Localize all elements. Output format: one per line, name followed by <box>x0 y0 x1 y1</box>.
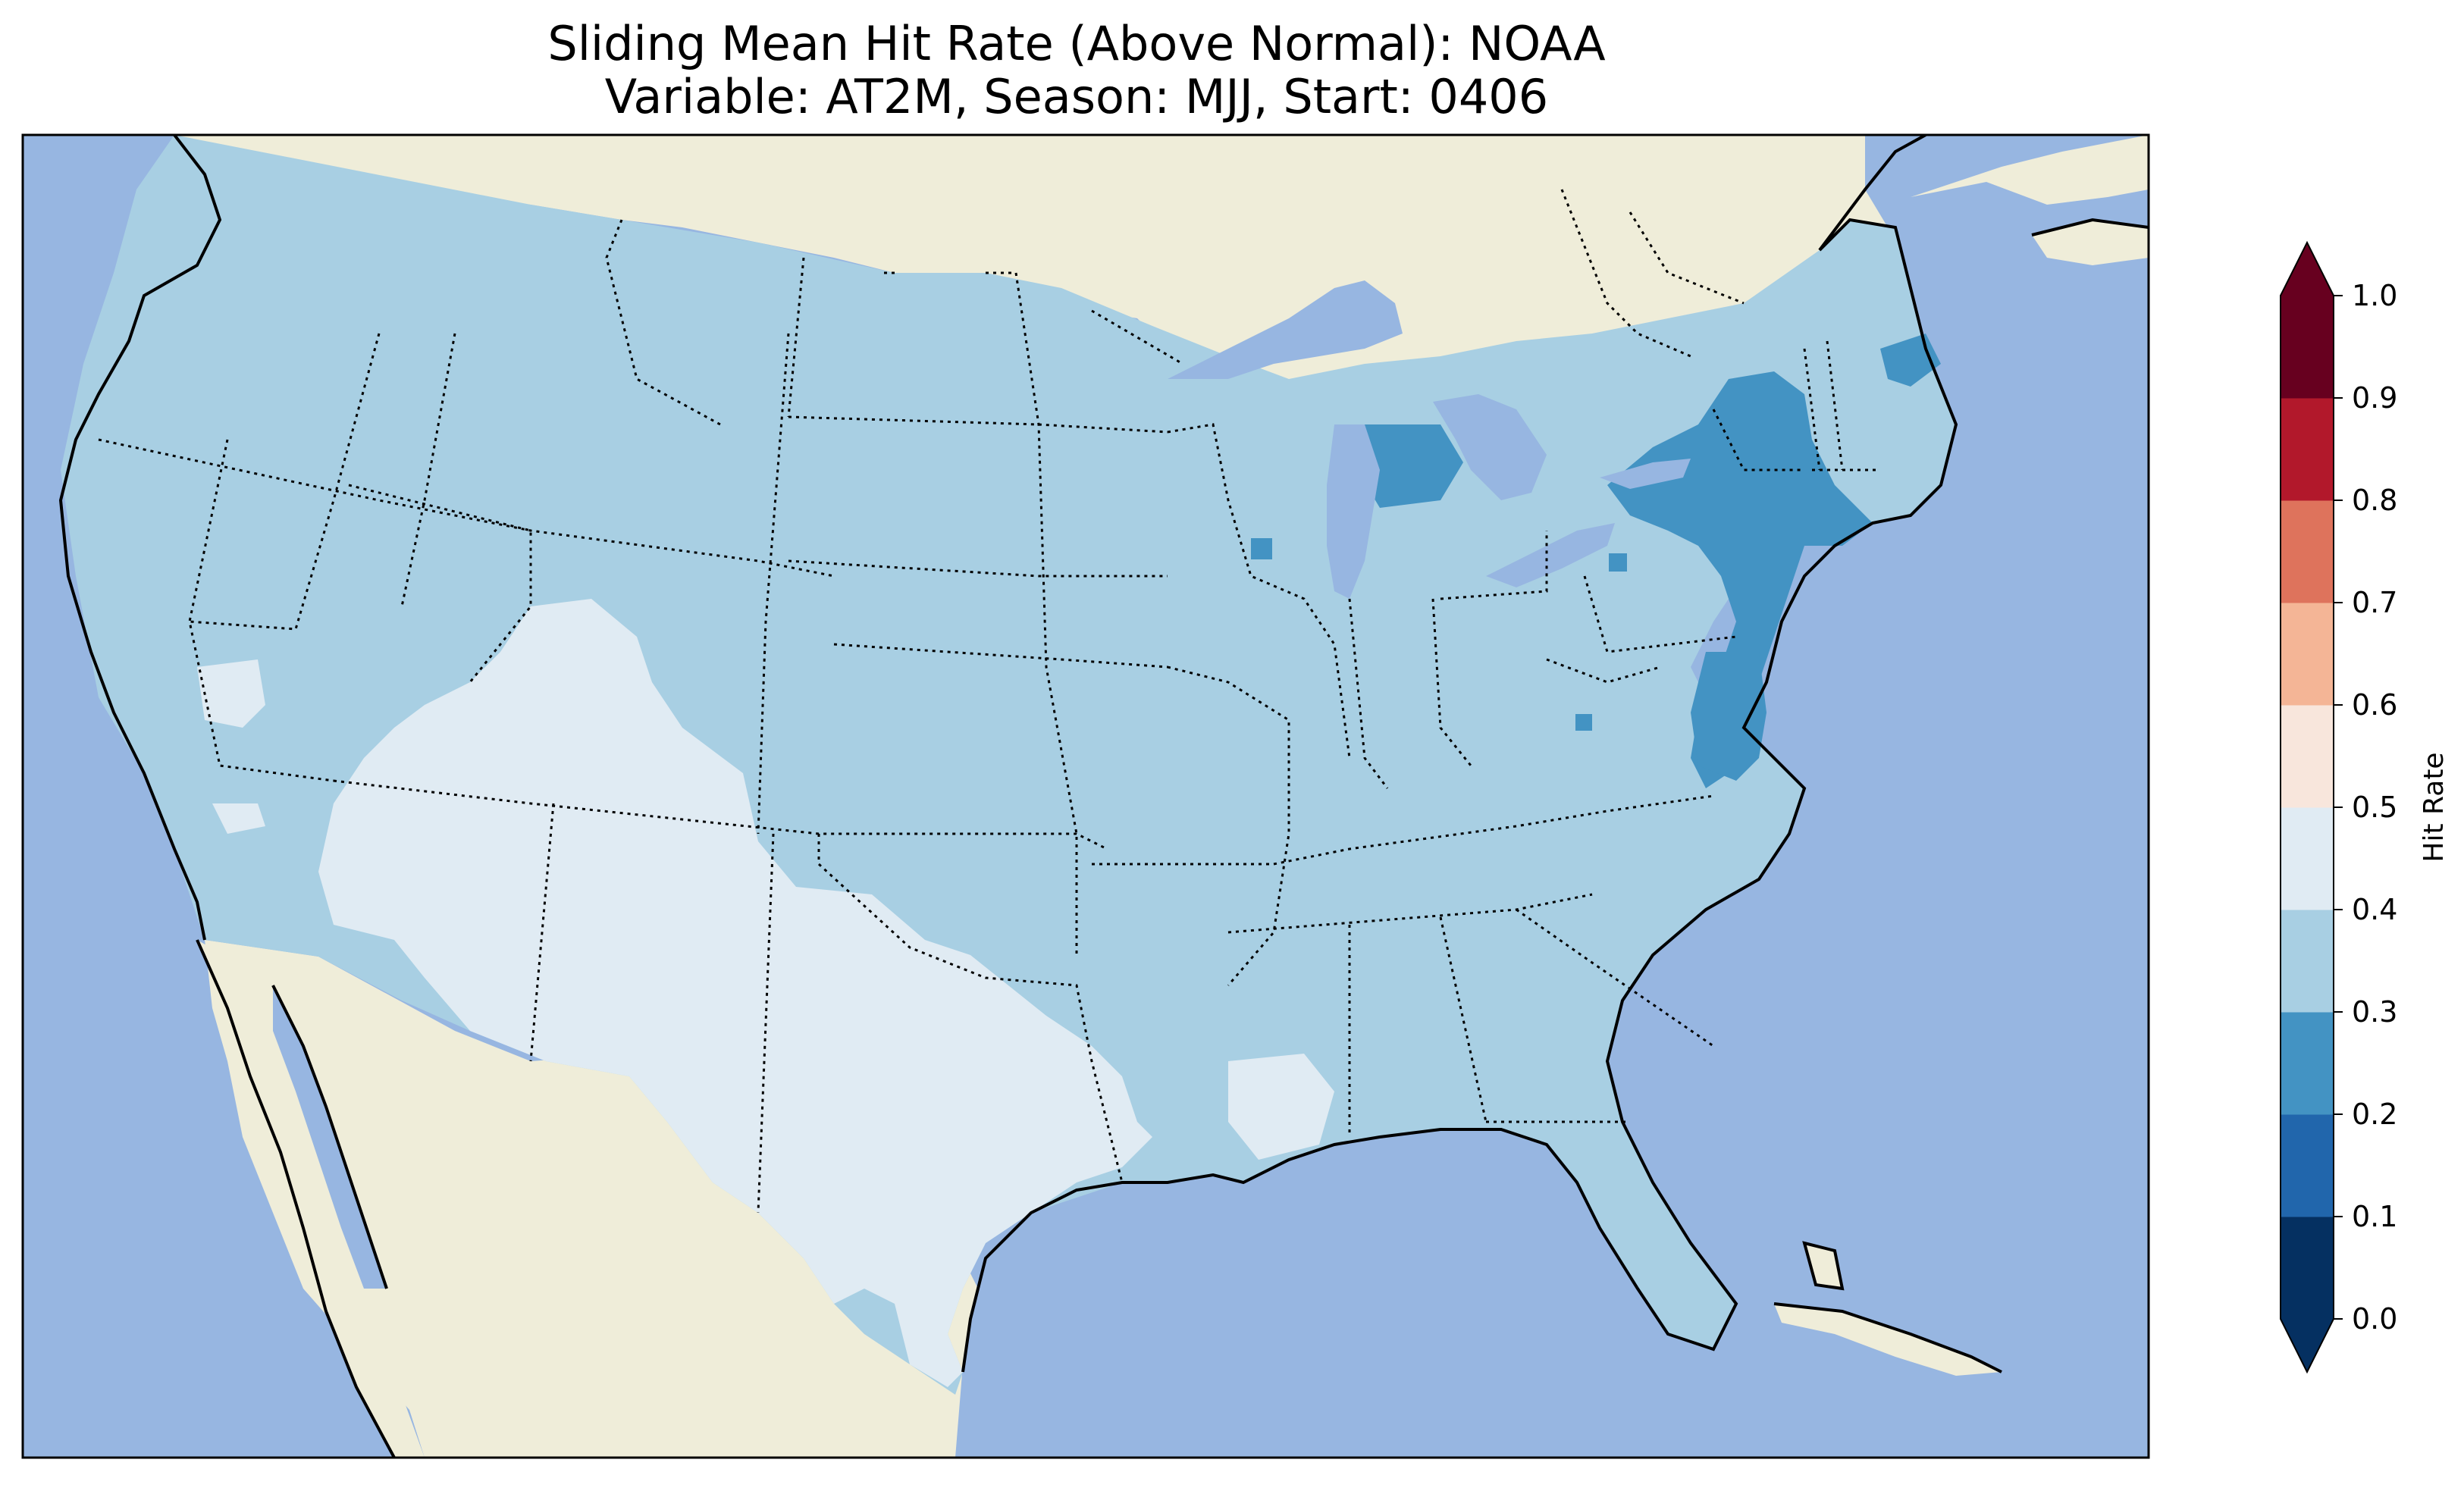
colorbar-label: Hit Rate <box>2419 752 2450 862</box>
us-hit-rate-0.4-0.5-patch <box>197 659 265 728</box>
state-boundaries <box>98 189 1880 1214</box>
cuba-land <box>1774 1304 2002 1376</box>
chart-subtitle: Variable: AT2M, Season: MJJ, Start: 0406 <box>604 69 1549 124</box>
us-hit-rate-0.4-0.5 <box>318 599 1152 1387</box>
colorbar-tick-label: 0.4 <box>2352 893 2397 926</box>
colorbar-segment <box>2281 398 2334 501</box>
colorbar-segment <box>2281 603 2334 706</box>
colorbar-tick-label: 0.3 <box>2352 995 2397 1029</box>
colorbar-segment <box>2281 1012 2334 1115</box>
gulf-of-california <box>273 985 387 1289</box>
colorbar-segment <box>2281 705 2334 808</box>
colorbar-segment <box>2281 1217 2334 1320</box>
colorbar-segment <box>2281 807 2334 910</box>
colorbar-extend-min <box>2281 1319 2334 1372</box>
colorbar-segment <box>2281 910 2334 1013</box>
colorbar-segment <box>2281 1114 2334 1217</box>
mexico-land <box>205 940 978 1458</box>
colorbar-tick-label: 1.0 <box>2352 279 2397 312</box>
lake-michigan <box>1327 424 1380 599</box>
maritimes-land <box>1911 135 2149 205</box>
us-hit-rate-0.2-0.3-cell <box>1609 553 1627 572</box>
nova-scotia-land <box>2032 220 2149 265</box>
lake-ontario <box>1600 459 1691 489</box>
colorbar: 0.0 0.1 0.2 0.3 0.4 0.5 0.6 0.7 0.8 0.9 1.0 Hit Rat… <box>2280 240 2450 1374</box>
colorbar-tick-label: 0.8 <box>2352 484 2397 517</box>
us-hit-rate-0.2-0.3-michigan <box>1357 424 1463 508</box>
colorbar-extend-max <box>2281 243 2334 296</box>
us-hit-rate-0.2-0.3-dc <box>1691 652 1766 781</box>
lake-huron <box>1433 394 1547 500</box>
lake-erie <box>1486 523 1615 587</box>
us-hit-rate-0.4-0.5-patch <box>1228 1054 1334 1160</box>
colorbar-tick-label: 0.2 <box>2352 1098 2397 1131</box>
colorbar-tick-label: 0.0 <box>2352 1302 2397 1336</box>
map-area <box>23 135 2149 1458</box>
colorbar-tick-label: 0.5 <box>2352 791 2397 824</box>
colorbar-tick-label: 0.7 <box>2352 586 2397 619</box>
colorbar-tick-label: 0.9 <box>2352 381 2397 415</box>
colorbar-tick-label: 0.1 <box>2352 1200 2397 1233</box>
us-hit-rate-0.2-0.3-cell <box>1575 714 1592 731</box>
us-hit-rate-0.2-0.3-cell <box>1251 538 1272 559</box>
us-hit-rate-0.4-0.5-patch <box>212 803 265 834</box>
colorbar-segment <box>2281 296 2334 399</box>
colorbar-segment <box>2281 500 2334 603</box>
chart-title: Sliding Mean Hit Rate (Above Normal): NO… <box>547 16 1606 71</box>
lake-superior <box>1168 280 1403 379</box>
map-frame <box>21 133 2150 1459</box>
baja-peninsula <box>197 940 425 1458</box>
colorbar-tick-label: 0.6 <box>2352 688 2397 722</box>
coastlines <box>58 135 2149 1458</box>
